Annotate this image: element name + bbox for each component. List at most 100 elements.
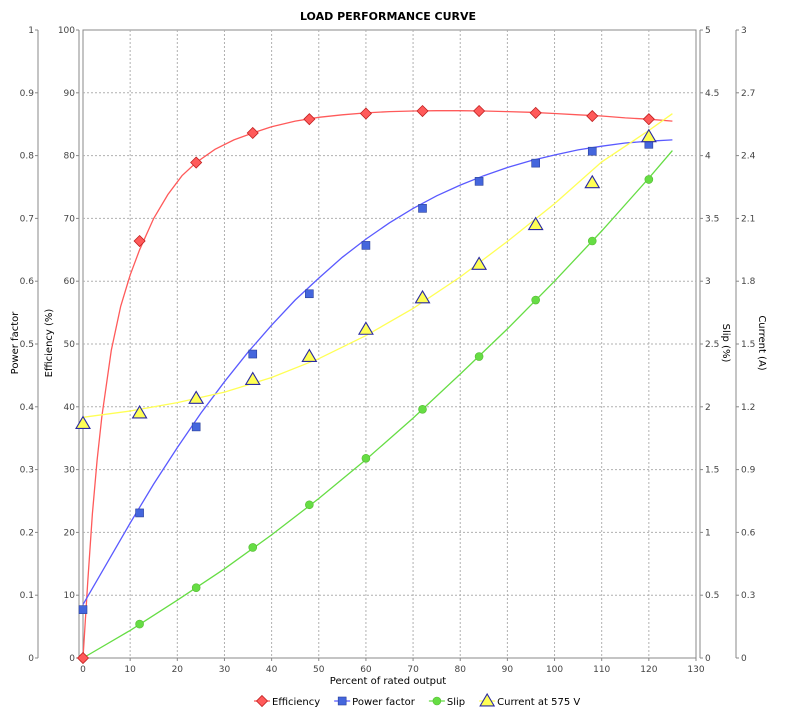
current-axis-label: Current (A) xyxy=(756,315,767,370)
data-point-power-factor xyxy=(191,422,201,432)
data-point-power-factor xyxy=(305,289,314,299)
efficiency-tick-label: 50 xyxy=(64,340,76,350)
efficiency-tick-label: 10 xyxy=(64,591,76,601)
data-point-current-at-575-v xyxy=(357,321,374,335)
plot-area xyxy=(82,29,697,659)
data-point-efficiency xyxy=(416,104,429,118)
data-point-current-at-575-v xyxy=(75,415,91,429)
data-point-slip xyxy=(644,175,654,184)
data-point-slip xyxy=(305,500,314,510)
data-point-slip xyxy=(135,619,144,629)
data-point-power-factor xyxy=(418,204,427,213)
data-point-current-at-575-v xyxy=(584,174,601,189)
current-tick-label: 0.3 xyxy=(741,591,755,601)
data-point-power-factor xyxy=(361,241,371,250)
x-tick-label: 120 xyxy=(640,665,657,675)
data-point-power-factor xyxy=(474,177,484,186)
x-tick-label: 20 xyxy=(172,665,184,675)
data-point-power-factor xyxy=(135,508,144,518)
current-tick-label: 0 xyxy=(741,654,747,664)
data-point-current-at-575-v xyxy=(640,128,657,143)
legend-marker-efficiency xyxy=(255,694,269,708)
slip-tick-label: 5 xyxy=(705,26,711,36)
power-factor-tick-label: 0.4 xyxy=(20,403,35,413)
legend: Efficiency Power factor Slip Current at 575… xyxy=(254,692,580,708)
x-tick-label: 130 xyxy=(687,665,704,675)
slip-tick-label: 2.5 xyxy=(705,340,719,350)
power-factor-tick-label: 0.2 xyxy=(20,528,34,538)
efficiency-tick-label: 90 xyxy=(64,89,76,99)
data-point-slip xyxy=(191,583,201,592)
legend-label-current-at-575-v: Current at 575 V xyxy=(497,697,580,708)
legend-marker-power-factor xyxy=(337,696,347,706)
slip-tick-label: 0 xyxy=(705,654,711,664)
current-tick-label: 2.1 xyxy=(741,214,755,224)
data-point-efficiency xyxy=(529,106,542,119)
power-factor-tick-label: 0.7 xyxy=(20,214,34,224)
efficiency-tick-label: 70 xyxy=(64,214,76,224)
data-point-power-factor xyxy=(78,605,88,614)
data-point-current-at-575-v xyxy=(301,348,318,363)
efficiency-tick-label: 80 xyxy=(64,152,76,162)
current-tick-label: 1.8 xyxy=(741,277,756,287)
data-point-efficiency xyxy=(76,651,90,665)
x-tick-label: 50 xyxy=(313,665,325,675)
power-factor-tick-label: 0 xyxy=(28,654,34,664)
data-point-efficiency xyxy=(642,113,655,126)
x-tick-label: 110 xyxy=(593,665,610,675)
current-tick-label: 1.2 xyxy=(741,403,755,413)
x-tick-label: 30 xyxy=(219,665,231,675)
slip-tick-label: 1.5 xyxy=(705,466,719,476)
current-tick-label: 2.7 xyxy=(741,89,755,99)
slip-tick-label: 3 xyxy=(705,277,711,287)
power-factor-tick-label: 0.5 xyxy=(20,340,34,350)
data-point-efficiency xyxy=(359,107,372,120)
x-tick-label: 40 xyxy=(266,665,278,675)
data-point-slip xyxy=(248,543,258,552)
data-point-power-factor xyxy=(531,158,540,168)
axes: 0 10 20 30 40 50 60 70 80 90 100 110 120 13000.10.20.… xyxy=(20,26,756,675)
data-point-slip xyxy=(531,295,540,305)
x-tick-label: 0 xyxy=(80,665,86,675)
x-tick-label: 90 xyxy=(502,665,514,675)
current-tick-label: 1.5 xyxy=(741,340,755,350)
efficiency-tick-label: 0 xyxy=(69,654,75,664)
data-point-efficiency xyxy=(303,113,316,126)
power-factor-tick-label: 0.8 xyxy=(20,152,35,162)
data-point-current-at-575-v xyxy=(414,289,431,304)
efficiency-axis-label: Efficiency (%) xyxy=(44,309,55,378)
power-factor-axis-label: Power factor xyxy=(10,311,21,375)
data-point-current-at-575-v xyxy=(188,390,205,404)
data-point-current-at-575-v xyxy=(471,256,488,270)
power-factor-tick-label: 0.6 xyxy=(20,277,35,287)
power-factor-tick-label: 0.3 xyxy=(20,466,34,476)
slip-tick-label: 4 xyxy=(705,152,711,162)
series-curve-current-at-575-v xyxy=(82,113,673,418)
legend-marker-current-at-575-v xyxy=(479,692,496,707)
power-factor-tick-label: 0.1 xyxy=(20,591,34,601)
efficiency-tick-label: 20 xyxy=(64,528,76,538)
x-tick-label: 10 xyxy=(124,665,136,675)
current-tick-label: 0.6 xyxy=(741,528,756,538)
data-point-slip xyxy=(361,453,371,463)
data-point-slip xyxy=(474,352,484,361)
series-markers xyxy=(75,104,657,665)
legend-label-slip: Slip xyxy=(447,697,465,708)
x-tick-label: 100 xyxy=(546,665,563,675)
data-point-slip xyxy=(587,236,597,246)
legend-marker-slip xyxy=(432,696,442,706)
data-point-efficiency xyxy=(133,234,146,248)
slip-tick-label: 2 xyxy=(705,403,711,413)
power-factor-tick-label: 0.9 xyxy=(20,89,35,99)
series-curves xyxy=(82,110,673,659)
data-point-efficiency xyxy=(190,156,203,169)
x-tick-label: 70 xyxy=(407,665,419,675)
data-point-current-at-575-v xyxy=(527,216,544,231)
chart-title: LOAD PERFORMANCE CURVE xyxy=(300,10,476,23)
current-tick-label: 0.9 xyxy=(741,466,756,476)
series-curve-efficiency xyxy=(82,110,673,659)
current-tick-label: 2.4 xyxy=(741,152,756,162)
efficiency-tick-label: 60 xyxy=(64,277,76,287)
efficiency-tick-label: 100 xyxy=(58,26,75,36)
